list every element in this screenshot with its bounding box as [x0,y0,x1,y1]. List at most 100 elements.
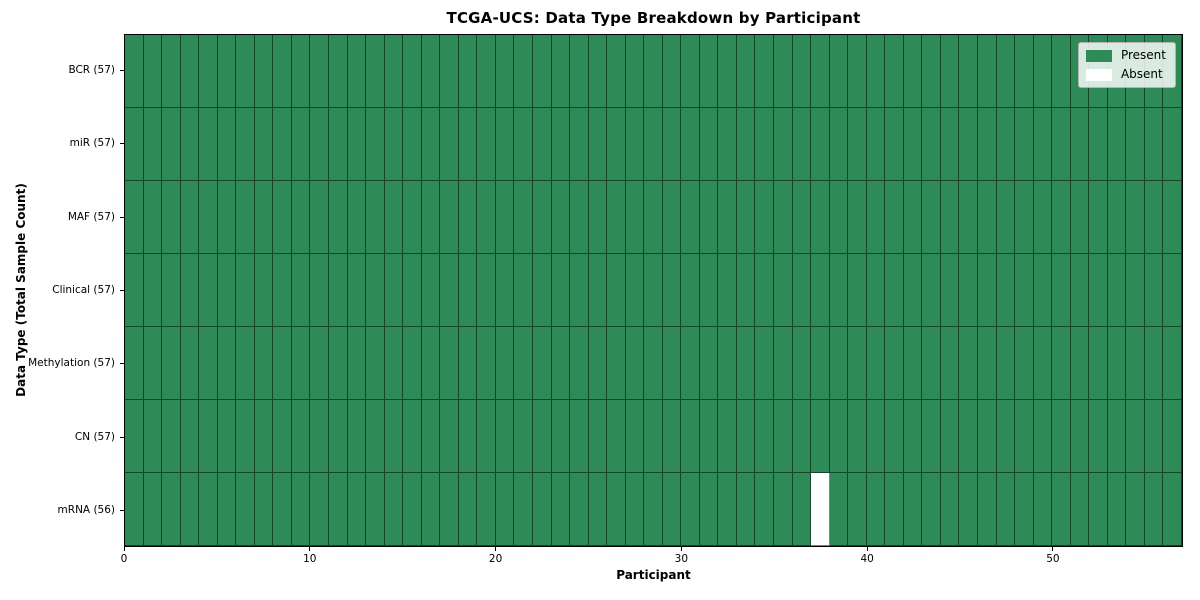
heatmap-cell [662,473,682,546]
heatmap-cell [495,108,515,181]
heatmap-cell [848,254,867,327]
heatmap-cell [495,181,515,254]
heatmap-cell [1126,254,1145,327]
heatmap-cell [1015,473,1034,546]
heatmap-cell [718,35,737,108]
heatmap-cell [570,400,589,473]
heatmap-cell [885,181,904,254]
heatmap-cell [440,108,459,181]
heatmap-cell [699,254,719,327]
heatmap-plot: Present Absent [124,34,1183,547]
heatmap-cell [328,35,348,108]
heatmap-cell [792,254,812,327]
heatmap-cell [217,327,237,400]
heatmap-cell [236,181,255,254]
heatmap-cell [922,35,941,108]
heatmap-cell [829,181,849,254]
heatmap-cell [495,400,515,473]
heatmap-cell [903,327,923,400]
heatmap-cell [199,254,218,327]
heatmap-cell [143,254,163,327]
heatmap-cell [1126,327,1145,400]
heatmap-cell [718,473,737,546]
heatmap-cell [588,473,608,546]
heatmap-cell [885,35,904,108]
legend-label: Present [1120,48,1166,62]
heatmap-cell [681,473,700,546]
heatmap-cell [366,108,385,181]
heatmap-cell [125,254,144,327]
heatmap-cell [532,181,552,254]
heatmap-cell [291,35,311,108]
heatmap-cell [421,35,441,108]
heatmap-cell [607,473,626,546]
heatmap-cell [273,254,292,327]
heatmap-cell [996,254,1016,327]
heatmap-cell [384,181,404,254]
heatmap-cell [458,400,478,473]
heatmap-cell [199,181,218,254]
heatmap-cell [514,400,533,473]
heatmap-cell [1107,181,1127,254]
heatmap-cell [495,473,515,546]
heatmap-cell [236,35,255,108]
heatmap-cell [866,35,886,108]
heatmap-cell [644,254,663,327]
heatmap-cell [310,254,329,327]
heatmap-cell [143,400,163,473]
heatmap-cell [1015,35,1034,108]
heatmap-cell [1144,473,1164,546]
heatmap-cell [180,327,200,400]
heatmap-cell [366,327,385,400]
heatmap-cell [978,108,997,181]
heatmap-cell [236,400,255,473]
heatmap-cell [384,400,404,473]
legend: Present Absent [1077,42,1176,88]
heatmap-cell [792,473,812,546]
heatmap-cell [829,35,849,108]
heatmap-cell [774,35,793,108]
heatmap-cell [1163,400,1182,473]
heatmap-cell [125,473,144,546]
heatmap-cell [125,35,144,108]
heatmap-cell [403,473,422,546]
heatmap-cell [978,181,997,254]
heatmap-cell [477,400,496,473]
heatmap-cell [903,400,923,473]
heatmap-cell [384,327,404,400]
heatmap-cell [922,254,941,327]
heatmap-cell [1089,181,1108,254]
heatmap-cell [1107,400,1127,473]
heatmap-cell [1107,108,1127,181]
x-tick-mark [1052,547,1054,551]
heatmap-cell [1163,181,1182,254]
heatmap-cell [328,400,348,473]
heatmap-cell [681,327,700,400]
heatmap-cell [940,181,960,254]
heatmap-cell [885,473,904,546]
heatmap-cell [199,400,218,473]
heatmap-cell [570,108,589,181]
heatmap-cell [959,254,979,327]
heatmap-cell [940,327,960,400]
heatmap-cell [940,400,960,473]
heatmap-cell [403,35,422,108]
heatmap-cell [996,181,1016,254]
heatmap-cell [458,181,478,254]
heatmap-cell [978,327,997,400]
heatmap-cell [755,327,775,400]
heatmap-cell [1033,473,1053,546]
y-tick-label: CN (57) [74,430,115,443]
heatmap-cell [273,473,292,546]
heatmap-cell [644,181,663,254]
heatmap-cell [1089,254,1108,327]
heatmap-cell [291,108,311,181]
heatmap-cell [458,254,478,327]
heatmap-cell [143,35,163,108]
heatmap-cell [403,108,422,181]
heatmap-cell [1144,254,1164,327]
heatmap-cell [1070,254,1090,327]
heatmap-cell [328,181,348,254]
heatmap-cell [514,35,533,108]
y-tick-label: MAF (57) [67,210,115,223]
